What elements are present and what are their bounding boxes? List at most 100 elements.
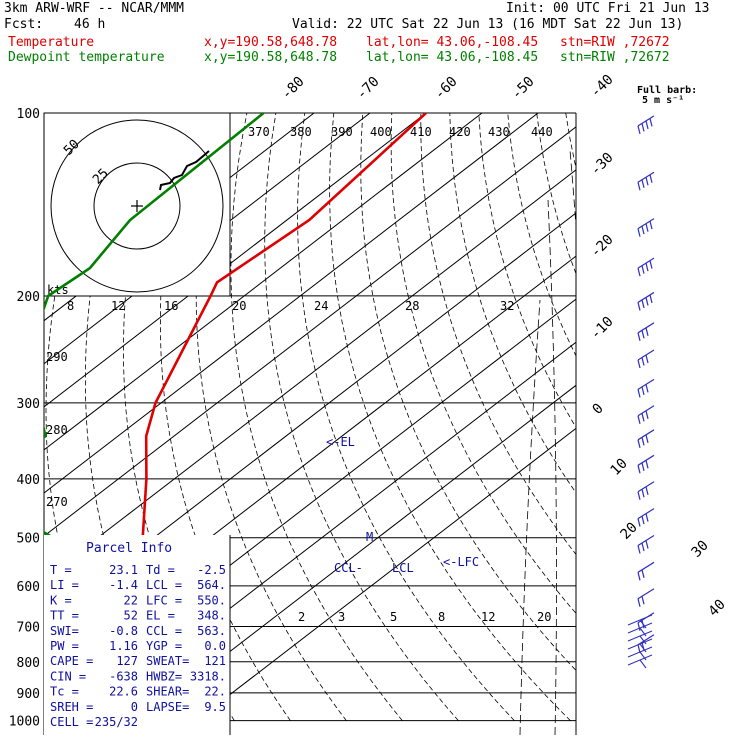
init-time: Init: 00 UTC Fri 21 Jun 13 (506, 1, 710, 16)
hodograph: 25 50 kts (43, 112, 231, 297)
wind-barb-flag (645, 223, 649, 232)
mixing-ratio-low-label-3: 3 (338, 610, 345, 624)
wind-barb-flag (637, 332, 641, 341)
annotation-ccl: CCL- (334, 561, 363, 575)
wind-barb-flag (637, 598, 641, 607)
wind-barb (627, 630, 653, 645)
wind-barb (637, 454, 655, 474)
moist-adiabat-1 (547, 199, 557, 735)
pressure-label-800: 800 (17, 656, 40, 671)
wind-barb-flag (645, 434, 649, 443)
parcel-cell: CCL = (146, 624, 182, 638)
wind-barb (627, 614, 653, 629)
isotherm-label--80: -80 (279, 74, 308, 103)
fcst-label: Fcst: (4, 17, 44, 32)
wind-barb-flag (637, 439, 641, 448)
valid-time: Valid: 22 UTC Sat 22 Jun 13 (16 MDT Sat … (292, 17, 684, 32)
wind-barb-flag (641, 542, 645, 552)
barb-legend-unit: 5 m s⁻¹ (642, 95, 685, 106)
wind-barb-flag (645, 460, 649, 469)
theta-left-label-290: 290 (46, 350, 68, 364)
wind-barb-flag (645, 540, 649, 549)
isotherm-label--30: -30 (588, 150, 617, 179)
wind-barb-flag (649, 294, 653, 304)
wind-barb (637, 218, 655, 237)
wind-barb (637, 561, 655, 581)
dry-adiabat-430 (478, 113, 576, 429)
temperature-legend: Temperature (8, 35, 95, 50)
parcel-cell: 1.16 (109, 639, 138, 653)
isotherm-30 (139, 384, 576, 722)
wind-barb-flag (637, 622, 641, 631)
parcel-cell: -1.4 (109, 578, 138, 592)
wind-barb (637, 481, 655, 500)
parcel-info-panel: Parcel Info T = 23.1 Td = -2.5 LI = -1.4 LCL =… (44, 535, 231, 735)
pressure-label-700: 700 (17, 621, 40, 636)
mixing-ratio-label-16: 16 (164, 299, 178, 313)
mixing-ratio-low-label-8: 8 (438, 610, 445, 624)
isotherm-label-30: 30 (689, 538, 712, 561)
mixing-ratio-label-32: 32 (500, 299, 514, 313)
mixing-ratio-low-label-2: 2 (298, 610, 305, 624)
parcel-cell: SREH = (50, 700, 93, 714)
parcel-cell: SWI= (50, 624, 79, 638)
temperature-stn: stn=RIW ,72672 (560, 35, 670, 50)
wind-barb-flag (645, 486, 649, 495)
wind-barb-flag (637, 491, 641, 500)
parcel-cell: -2.5 (197, 563, 226, 577)
isotherm-label-10: 10 (608, 456, 631, 479)
parcel-cell: -0.8 (109, 624, 138, 638)
wind-barb (627, 654, 653, 669)
dry-adiabat-390 (360, 113, 576, 672)
wind-barb-flag (641, 357, 645, 366)
wind-barb-flag (637, 644, 641, 653)
isotherm-label-0: 0 (590, 401, 607, 418)
mixing-ratio-label-20: 20 (232, 299, 246, 313)
wind-barb-flag (641, 515, 645, 525)
parcel-cell: CIN = (50, 669, 86, 683)
wind-barb (637, 405, 655, 424)
wind-barb (637, 535, 655, 554)
wind-barb-flag (637, 545, 641, 554)
parcel-cell: EL = (146, 609, 175, 623)
wind-barb-flag (641, 226, 645, 235)
dry-adiabat-460 (565, 113, 576, 170)
fcst-value: 46 h (74, 17, 106, 32)
wind-barb-flag (637, 302, 641, 311)
parcel-cell: Td = (146, 563, 175, 577)
parcel-cell: 563. (197, 624, 226, 638)
wind-barb-flag (641, 386, 645, 396)
parcel-cell: TT = (50, 609, 79, 623)
parcel-cell: LCL = (146, 578, 182, 592)
dry-adiabat-370 (297, 113, 515, 721)
dry-adiabat-360 (264, 113, 459, 721)
isotherm-label-40: 40 (706, 597, 729, 620)
parcel-cell: 564. (197, 578, 226, 592)
theta-label-390: 390 (331, 125, 353, 139)
parcel-cell: PW = (50, 639, 79, 653)
wind-barb (637, 429, 655, 448)
parcel-cell: T = (50, 563, 72, 577)
theta-left-label-280: 280 (46, 423, 68, 437)
annotation-lcl: LCL (392, 561, 414, 575)
wind-barb-flag (649, 260, 653, 269)
parcel-cell: 121 (204, 654, 226, 668)
theta-label-440: 440 (531, 125, 553, 139)
wind-barb (637, 349, 655, 369)
wind-barb-flag (645, 297, 649, 306)
theta-label-380: 380 (290, 125, 312, 139)
wind-barb-flag (641, 413, 645, 422)
isotherm-label--60: -60 (432, 74, 461, 103)
dewpoint-stn: stn=RIW ,72672 (560, 50, 670, 65)
mixing-ratio-low-label-20: 20 (537, 610, 551, 624)
parcel-cell: 22.6 (109, 685, 138, 699)
wind-barb-flag (641, 489, 645, 498)
wind-barb-flag (645, 327, 649, 336)
isotherm--20 (44, 169, 576, 580)
wind-barb-staff (637, 634, 655, 646)
moist-adiabat-2 (569, 149, 576, 232)
wind-barb-flag (645, 262, 649, 272)
parcel-cell: CAPE = (50, 654, 93, 668)
wind-barb-flag (645, 410, 649, 419)
dry-adiabat-350 (230, 113, 403, 721)
